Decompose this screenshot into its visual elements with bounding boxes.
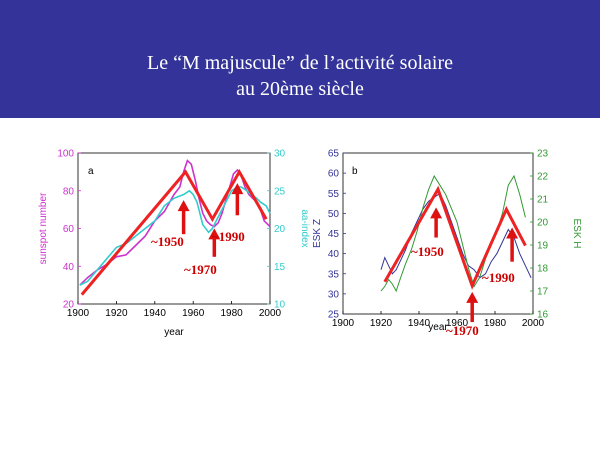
right-tick-label: 22 [537,172,549,183]
data-series-line [79,159,271,286]
m-shape-trend-line [383,185,527,290]
x-axis-label: year [428,322,448,333]
right-tick-label: 19 [537,241,549,252]
left-tick-label: 100 [57,149,74,160]
x-tick-label: 1980 [484,318,507,329]
data-series-line [380,192,532,279]
right-axis-label: ESK H [571,218,582,248]
left-tick-label: 60 [328,169,340,180]
annotation-arrow-head [506,227,519,239]
chart-panel-b: 1900 1920 1940 1960 1980 20002530354045505560… [312,149,582,339]
x-axis-label: year [164,327,184,338]
x-tick-label: 1940 [408,318,431,329]
annotation-label: ~1990 [482,270,515,285]
annotation-label: ~1990 [212,229,245,244]
annotation-arrow-head [231,183,244,195]
annotation-arrow-head [177,200,190,212]
right-tick-label: 17 [537,287,549,298]
left-tick-label: 50 [328,209,340,220]
x-tick-label: 1920 [105,308,128,319]
x-tick-label: 2000 [259,308,282,319]
annotation-arrow-head [466,291,479,303]
right-tick-label: 16 [537,310,549,321]
plot-frame [342,152,534,315]
right-tick-label: 20 [274,224,286,235]
x-tick-label: 1960 [182,308,205,319]
right-tick-label: 25 [274,186,286,197]
annotation-arrow-head [430,207,443,219]
x-tick-label: 1900 [67,308,90,319]
slide-title-line-2: au 20ème siècle [236,78,364,100]
left-tick-label: 55 [328,189,340,200]
left-tick-label: 35 [328,269,340,280]
right-tick-label: 20 [537,218,549,229]
right-tick-label: 10 [274,300,286,311]
right-tick-label: 18 [537,264,549,275]
left-tick-label: 45 [328,229,340,240]
right-axis-label: aa-index [299,209,310,247]
annotation-label: ~1950 [411,244,444,259]
left-tick-label: 40 [328,249,340,260]
right-tick-label: 23 [537,149,549,160]
right-tick-label: 30 [274,149,286,160]
annotation-label: ~1970 [184,262,217,277]
x-tick-label: 1940 [144,308,167,319]
x-tick-label: 2000 [522,318,545,329]
chart-panel-a: 1900 1920 1940 1960 1980 2000 20 40 60 80 100 10 15 2… [38,149,310,339]
left-tick-label: 40 [63,262,75,273]
m-shape-trend-line [80,168,268,296]
annotation-label: ~1950 [151,234,184,249]
title-banner: Le “M majuscule” de l’activité solaire a… [0,0,600,118]
annotation-arrow-head [208,228,221,240]
x-tick-label: 1900 [332,318,355,329]
left-tick-label: 65 [328,149,340,160]
right-tick-label: 21 [537,195,549,206]
left-tick-label: 30 [328,289,340,300]
x-tick-label: 1920 [370,318,393,329]
left-tick-label: 25 [328,310,340,321]
panel-label: a [88,166,94,177]
annotation-label: ~1970 [446,323,479,338]
left-axis-label: sunspot number [38,192,49,264]
right-tick-label: 15 [274,262,286,273]
x-tick-label: 1980 [220,308,243,319]
left-tick-label: 80 [63,186,75,197]
left-tick-label: 20 [63,300,75,311]
left-axis-label: ESK Z [312,219,323,248]
slide-title-line-1: Le “M majuscule” de l’activité solaire [147,52,453,74]
x-tick-label: 1960 [446,318,469,329]
panel-label: b [352,166,358,177]
left-tick-label: 60 [63,224,75,235]
